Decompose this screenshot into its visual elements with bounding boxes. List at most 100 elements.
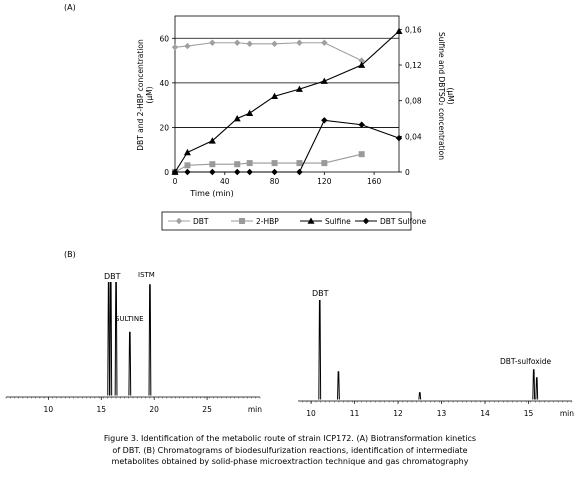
series-point-2-hbp-5 (271, 160, 278, 167)
series-point-dbt-sulfone-8 (358, 121, 365, 128)
panel-a-left-tick-label-60: 60 (159, 34, 169, 43)
caption-line-2: of DBT. (B) Chromatograms of biodesulfur… (112, 445, 468, 455)
legend-marker-dbt-sulfone (362, 217, 370, 225)
chrom-left-peak-2 (114, 282, 118, 396)
panel-a-legend: DBT 2-HBP Sulfine DBT Sulfone (161, 211, 426, 231)
legend-label-dbt-sulfone: DBT Sulfone (380, 217, 426, 226)
panel-a-left-axis-label-line2: (µM) (145, 86, 154, 103)
series-point-dbt-2 (209, 39, 216, 46)
panel-a-right-tick-label-2: 0,08 (405, 97, 422, 106)
legend-marker-sulfine (307, 217, 315, 224)
panel-a-right-tick-label-0: 0 (405, 168, 410, 177)
chrom-right-peak-4 (535, 377, 539, 400)
peak-label-dbt-sulfoxide: DBT-sulfoxide (500, 357, 552, 366)
chrom-right-peak-2 (418, 392, 422, 400)
chrom-left-x-axis-label: min (248, 405, 262, 414)
panel-b-label: (B) (64, 250, 76, 259)
series-point-sulfine-1 (183, 148, 191, 156)
caption-line-3: metabolites obtained by solid-phase micr… (111, 457, 469, 466)
series-point-dbt-sulfone-5 (271, 168, 278, 176)
chrom-left-peak-1 (109, 282, 113, 396)
panel-a-right-tick-label-4: 0,16 (405, 25, 422, 34)
legend-box (161, 211, 412, 231)
chromatogram-right: 10 11 12 13 14 15 min (298, 300, 574, 418)
chrom-right-x-tick-label-10: 10 (306, 409, 316, 418)
series-point-dbt-sulfone-9 (395, 134, 403, 142)
panel-a-left-tick-label-40: 40 (159, 79, 169, 88)
chrom-left-x-tick-label-15: 15 (96, 405, 106, 414)
series-point-2-hbp-6 (296, 160, 303, 167)
series-line-2-hbp (174, 153, 362, 173)
series-point-sulfine-5 (271, 92, 279, 100)
panel-a-left-axis-label-line1: DBT and 2-HBP concentration (136, 39, 145, 151)
series-point-dbt-6 (296, 39, 303, 46)
series-line-dbt (174, 42, 362, 62)
chrom-left-x-tick-label-25: 25 (202, 405, 212, 414)
series-point-2-hbp-8 (358, 151, 365, 158)
series-point-2-hbp-1 (184, 162, 191, 169)
series-point-dbt-sulfone-1 (184, 168, 191, 176)
series-point-dbt-sulfone-4 (246, 168, 253, 176)
panel-a-series (171, 27, 403, 176)
series-point-sulfine-8 (358, 61, 366, 68)
chrom-left-peak-0 (107, 282, 111, 396)
series-point-sulfine-9 (395, 27, 403, 34)
series-point-sulfine-3 (233, 115, 241, 122)
panel-a-plot-frame (174, 15, 400, 173)
legend-marker-2-hbp (239, 218, 245, 224)
panel-a-right-tick-label-3: 0,12 (405, 61, 422, 70)
series-point-dbt-4 (246, 40, 253, 48)
chrom-right-peak-1 (337, 371, 340, 400)
panel-a-right-axis-label-line1: Sulfine and DBTSO₂ concentration (437, 32, 446, 160)
peak-label-dbt-right: DBT (312, 289, 329, 298)
panel-a-right-axis-label-line2: (µM) (446, 87, 455, 104)
series-point-dbt-sulfone-2 (209, 168, 216, 176)
panel-a-x-axis-label: Time (min) (189, 189, 233, 198)
series-point-dbt-sulfone-3 (234, 168, 241, 176)
series-point-sulfine-4 (246, 109, 254, 116)
series-point-dbt-sulfone-6 (296, 168, 303, 176)
series-point-dbt-sulfone-7 (321, 117, 328, 124)
panel-a-x-tick-label-80: 80 (270, 177, 280, 186)
series-point-dbt-sulfone-0 (171, 168, 179, 176)
series-point-dbt-1 (184, 42, 191, 50)
chrom-left-x-tick-label-10: 10 (44, 405, 54, 414)
series-point-2-hbp-2 (209, 161, 216, 168)
chrom-right-x-tick-label-15: 15 (524, 409, 534, 418)
panel-a-label: (A) (64, 3, 76, 12)
legend-marker-dbt (175, 217, 183, 225)
panel-a-x-tick-label-0: 0 (173, 177, 178, 186)
series-point-sulfine-6 (295, 85, 303, 92)
chrom-right-x-tick-label-13: 13 (437, 409, 447, 418)
peak-label-sultine: SULTINE (115, 315, 144, 323)
peak-label-istm: ISTM (138, 271, 155, 279)
series-point-sulfine-7 (320, 77, 328, 84)
series-line-sulfine (174, 30, 400, 173)
series-point-dbt-8 (358, 57, 365, 64)
legend-label-sulfine: Sulfine (325, 217, 351, 226)
chrom-right-x-tick-label-14: 14 (480, 409, 490, 418)
series-point-2-hbp-4 (246, 160, 253, 167)
series-point-dbt-3 (234, 39, 241, 46)
panel-a-axes: 0 20 40 60 0 0,04 0,08 0,12 0,16 0 40 80 120 160 (159, 15, 422, 186)
series-point-dbt-5 (271, 40, 278, 48)
figure-caption: Figure 3. Identification of the metaboli… (100, 433, 480, 468)
series-line-dbt-sulfone (175, 119, 400, 173)
series-point-sulfine-2 (208, 137, 216, 144)
peak-label-dbt-left: DBT (104, 272, 121, 281)
panel-a-left-tick-label-20: 20 (159, 123, 169, 132)
chrom-right-peak-3 (532, 369, 536, 400)
chrom-right-x-axis-label: min (560, 409, 574, 418)
legend-label-2-hbp: 2-HBP (256, 217, 279, 226)
series-point-dbt-0 (171, 44, 179, 51)
legend-label-dbt: DBT (193, 217, 209, 226)
panel-a-gridlines (175, 37, 399, 128)
chrom-right-peak-0 (318, 300, 322, 400)
chrom-left-peak-3 (128, 331, 132, 396)
panel-a-x-tick-label-40: 40 (220, 177, 230, 186)
series-point-dbt-7 (321, 39, 328, 46)
chrom-right-x-tick-label-12: 12 (393, 409, 403, 418)
chrom-left-x-tick-label-20: 20 (149, 405, 159, 414)
chrom-right-x-tick-label-11: 11 (350, 409, 360, 418)
